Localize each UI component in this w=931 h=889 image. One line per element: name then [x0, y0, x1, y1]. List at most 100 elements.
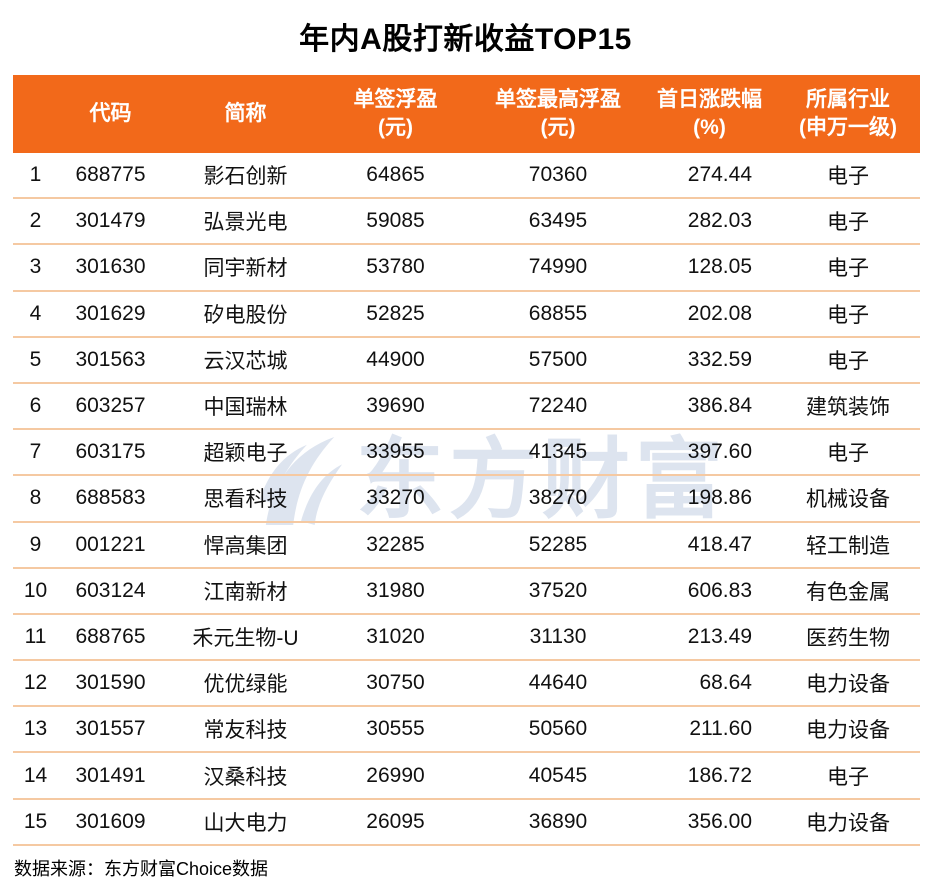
cell-code: 301629 — [75, 301, 146, 325]
cell-rank: 14 — [23, 763, 48, 787]
cell-name: 江南新材 — [203, 580, 288, 604]
cell-name: 同宇新材 — [203, 257, 288, 281]
cell-rank: 9 — [29, 532, 42, 556]
cell-name: 影石创新 — [203, 165, 288, 189]
header-line: 代码 — [89, 101, 132, 125]
cell-profit-per-lot: 59085 — [366, 209, 425, 233]
cell-name: 云汉芯城 — [203, 349, 288, 373]
cell-rank: 12 — [23, 671, 48, 695]
cell-industry: 电子 — [827, 349, 869, 373]
cell-name: 悍高集团 — [203, 534, 288, 558]
cell-max-profit-per-lot: 52285 — [528, 532, 588, 556]
header-cell-code: 代码 — [58, 75, 163, 153]
cell-profit-per-lot: 31980 — [366, 578, 425, 602]
cell-max-profit-per-lot: 72240 — [528, 394, 588, 418]
cell-max-profit-per-lot: 50560 — [528, 717, 588, 741]
cell-rank: 15 — [23, 809, 48, 833]
table-row: 11 688765 禾元生物-U 31020 31130 213.49 医药生物 — [13, 615, 920, 662]
cell-first-day-change: 202.08 — [687, 301, 752, 325]
cell-profit-per-lot: 64865 — [366, 163, 425, 187]
cell-code: 603124 — [75, 578, 146, 602]
cell-rank: 4 — [29, 301, 42, 325]
cell-profit-per-lot: 32285 — [366, 532, 425, 556]
header-line: 简称 — [224, 101, 267, 125]
cell-name: 常友科技 — [203, 719, 288, 743]
cell-rank: 6 — [29, 394, 42, 418]
table-row: 2 301479 弘景光电 59085 63495 282.03 电子 — [13, 199, 920, 246]
source-note: 数据来源：东方财富Choice数据 — [14, 858, 269, 879]
cell-industry: 电子 — [827, 257, 869, 281]
cell-code: 301590 — [75, 671, 146, 695]
cell-industry: 电子 — [827, 765, 869, 789]
cell-max-profit-per-lot: 57500 — [528, 347, 588, 371]
header-cell-industry: 所属行业 (申万一级) — [766, 75, 920, 153]
cell-industry: 电力设备 — [806, 673, 890, 697]
cell-code: 603175 — [75, 440, 146, 464]
cell-max-profit-per-lot: 74990 — [528, 255, 588, 279]
cell-rank: 11 — [24, 624, 47, 648]
header-line: (元) — [540, 116, 576, 139]
cell-profit-per-lot: 44900 — [366, 347, 425, 371]
cell-code: 301563 — [75, 347, 146, 371]
cell-first-day-change: 332.59 — [687, 347, 752, 371]
cell-name: 汉桑科技 — [203, 765, 288, 789]
cell-code: 688765 — [75, 624, 146, 648]
cell-first-day-change: 418.47 — [687, 532, 752, 556]
cell-max-profit-per-lot: 40545 — [528, 763, 588, 787]
cell-code: 301609 — [75, 809, 146, 833]
cell-code: 603257 — [75, 394, 146, 418]
cell-first-day-change: 386.84 — [687, 394, 752, 418]
header-cell-max-profit-per-lot: 单签最高浮盈 (元) — [463, 75, 653, 153]
cell-industry: 电子 — [827, 442, 869, 466]
table-row: 13 301557 常友科技 30555 50560 211.60 电力设备 — [13, 707, 920, 754]
cell-code: 301491 — [75, 763, 146, 787]
cell-industry: 机械设备 — [806, 488, 890, 512]
table-row: 3 301630 同宇新材 53780 74990 128.05 电子 — [13, 245, 920, 292]
cell-industry: 电子 — [827, 303, 869, 327]
cell-max-profit-per-lot: 68855 — [528, 301, 588, 325]
cell-max-profit-per-lot: 70360 — [528, 163, 588, 187]
header-cell-rank — [13, 75, 58, 153]
cell-first-day-change: 186.72 — [687, 763, 752, 787]
cell-rank: 13 — [23, 717, 48, 741]
table-row: 14 301491 汉桑科技 26990 40545 186.72 电子 — [13, 753, 920, 800]
header-line: 单签最高浮盈 — [495, 87, 621, 111]
cell-code: 301479 — [75, 209, 146, 233]
table-row: 8 688583 思看科技 33270 38270 198.86 机械设备 — [13, 476, 920, 523]
cell-name: 中国瑞林 — [203, 396, 288, 420]
cell-industry: 有色金属 — [806, 580, 890, 604]
cell-max-profit-per-lot: 37520 — [528, 578, 588, 602]
cell-rank: 8 — [29, 486, 42, 510]
cell-name: 弘景光电 — [203, 211, 288, 235]
cell-first-day-change: 356.00 — [687, 809, 752, 833]
cell-first-day-change: 68.64 — [699, 671, 752, 695]
cell-name: 优优绿能 — [203, 673, 288, 697]
ipo-returns-table: 东方财富 代码 简称 单签浮盈 (元) 单签最高浮盈 (元) 首日涨跌幅 (% — [13, 75, 920, 846]
cell-first-day-change: 128.05 — [687, 255, 752, 279]
cell-code: 301557 — [75, 717, 146, 741]
page-title: 年内A股打新收益TOP15 — [299, 23, 632, 56]
cell-profit-per-lot: 30750 — [366, 671, 425, 695]
cell-code: 301630 — [75, 255, 146, 279]
cell-name: 思看科技 — [203, 488, 288, 512]
cell-first-day-change: 198.86 — [687, 486, 752, 510]
cell-profit-per-lot: 31020 — [366, 624, 425, 648]
cell-code: 001221 — [75, 532, 146, 556]
cell-rank: 3 — [29, 255, 42, 279]
table-row: 15 301609 山大电力 26095 36890 356.00 电力设备 — [13, 800, 920, 846]
cell-name: 山大电力 — [203, 811, 288, 835]
cell-rank: 10 — [23, 578, 48, 602]
cell-max-profit-per-lot: 38270 — [528, 486, 588, 510]
cell-profit-per-lot: 53780 — [366, 255, 425, 279]
cell-first-day-change: 274.44 — [687, 163, 752, 187]
header-line: 单签浮盈 — [353, 87, 438, 111]
cell-name: 超颖电子 — [203, 442, 288, 466]
header-cell-name: 简称 — [163, 75, 328, 153]
cell-industry: 电子 — [827, 211, 869, 235]
cell-industry: 电子 — [827, 165, 869, 189]
cell-profit-per-lot: 26095 — [366, 809, 425, 833]
cell-code: 688583 — [75, 486, 146, 510]
table-row: 5 301563 云汉芯城 44900 57500 332.59 电子 — [13, 338, 920, 384]
table-row: 10 603124 江南新材 31980 37520 606.83 有色金属 — [13, 569, 920, 615]
